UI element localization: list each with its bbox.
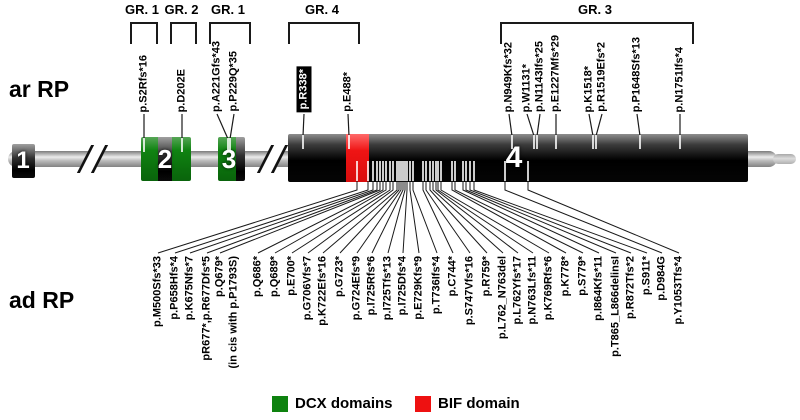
group-bracket — [209, 22, 251, 44]
ar-mutation-label: p.R338* — [296, 65, 312, 112]
exon-segment — [236, 137, 245, 181]
bif-domain-label: BIF domain — [438, 395, 520, 412]
ad-mutation-label: p.K675Nfs*7 — [183, 256, 196, 321]
ar-mutation-label: p.A221Gfs*43 — [210, 41, 223, 112]
ad-mutation-label: p.E729Kfs*9 — [412, 256, 425, 320]
ad-mutation-label: p.Q679* — [213, 256, 226, 297]
ad-mutation-label: p.R872Tfs*2 — [624, 256, 637, 319]
ad-mutation-label: p.K722Efs*16 — [316, 256, 329, 326]
ad-mutation-label: p.G723* — [333, 256, 346, 297]
ar-mutation-label: p.P229Q*35 — [227, 51, 240, 112]
legend-item-bif: BIF domain — [415, 395, 520, 412]
group-bracket — [170, 22, 197, 44]
intron-bar-tip — [773, 154, 796, 164]
group-label: GR. 2 — [164, 2, 199, 17]
ad-mutation-label: p.L762Yfs*17 — [511, 256, 524, 325]
dcx-domain-swatch — [272, 395, 288, 412]
ad-mutation-label: p.P658Hfs*4 — [168, 256, 181, 320]
ad-mutation-label: p.R759* — [480, 256, 493, 297]
dcx-domain-label: DCX domains — [295, 395, 393, 412]
bif-domain-swatch — [415, 395, 431, 412]
bif-domain-segment — [346, 134, 369, 182]
ad-mutation-label: p.T736Ifs*4 — [430, 256, 443, 315]
ar-mutation-label: p.N1143Ifs*25 — [533, 41, 546, 112]
dcx-domain-segment — [172, 137, 191, 181]
ar-mutation-label: p.N1751Ifs*4 — [673, 46, 686, 112]
ad-mutation-label: p.K769Rfs*6 — [542, 256, 555, 321]
exon-number: 4 — [505, 141, 523, 174]
exon-number: 3 — [221, 144, 237, 174]
ad-mutation-label: p.L762_N763del — [496, 256, 509, 340]
ar-mutation-label: p.W1131* — [520, 63, 533, 112]
ad-mutation-label: p.C744* — [446, 256, 459, 297]
dcx-domain-segment — [141, 137, 158, 181]
ar-mutation-label: p.E488* — [341, 72, 354, 112]
ad-mutation-label: p.I864Kfs*11 — [592, 256, 605, 321]
exon-segment — [369, 134, 748, 182]
ad-mutation-label: p.Q689* — [268, 256, 281, 297]
ar-mutation-label: p.P1648Sfs*13 — [630, 36, 643, 112]
ad-mutation-label: p.S911* — [640, 256, 653, 296]
ad-mutation-label: p.S747Vfs*16 — [463, 256, 476, 326]
ad-mutation-label: pR677*,p.R677Dfs*5 — [200, 256, 213, 361]
ad-mutation-label: p.T865_L866delinsI — [609, 256, 622, 357]
ar-mutation-label: p.E1227Mfs*29 — [549, 34, 562, 112]
exon-3 — [218, 137, 245, 181]
ad-rp-label: ad RP — [9, 287, 75, 313]
ad-mutation-label: p.M500Sfs*33 — [151, 256, 164, 327]
group-label: GR. 4 — [305, 2, 339, 17]
ad-mutation-label: p.N763Lfs*11 — [526, 256, 539, 325]
exon-number: 1 — [16, 147, 30, 174]
ad-mutation-label: p.I725Rfs*6 — [365, 256, 378, 316]
ad-mutation-label: p.E700* — [285, 256, 298, 296]
exon-1 — [12, 144, 35, 178]
ar-mutation-label: p.D202E — [175, 68, 188, 112]
ad-mutation-label: p.I725Tfs*13 — [381, 256, 394, 321]
exon-4 — [288, 134, 748, 182]
group-label: GR. 1 — [125, 2, 159, 17]
ar-mutation-label: p.S2Rfs*16 — [137, 54, 150, 112]
group-label: GR. 1 — [211, 2, 245, 17]
legend-item-dcx: DCX domains — [272, 395, 393, 412]
ad-mutation-label: p.Y1053Tfs*4 — [672, 256, 685, 325]
exon-segment — [288, 134, 346, 182]
ad-mutation-label: p.S779* — [576, 256, 589, 296]
dcx-domain-segment — [218, 137, 236, 181]
ad-mutation-label: p.D984G — [655, 256, 668, 301]
exon-segment — [158, 137, 172, 181]
ad-mutation-label: p.G724Efs*9 — [350, 256, 363, 321]
ad-mutation-label: p.I725Dfs*4 — [396, 256, 409, 316]
exon-segment — [12, 144, 35, 178]
group-label: GR. 3 — [578, 2, 612, 17]
ar-mutation-label: p.K1518* — [582, 65, 595, 112]
ar-mutation-label: p.R1519Efs*2 — [595, 42, 608, 112]
ad-mutation-label: p.Q686* — [251, 256, 264, 297]
group-bracket — [500, 22, 694, 44]
ar-mutation-label: p.N949Kfs*32 — [502, 41, 515, 112]
group-bracket — [130, 22, 158, 44]
group-bracket — [288, 22, 360, 44]
exon-number: 2 — [157, 144, 173, 174]
ar-rp-label: ar RP — [9, 76, 70, 102]
ad-mutation-note: (in cis with p.P1793S) — [227, 256, 240, 369]
ad-mutation-label: p.G706Vfs*7 — [301, 256, 314, 321]
ad-mutation-label: p.K778* — [559, 256, 572, 297]
exon-2 — [141, 137, 191, 181]
